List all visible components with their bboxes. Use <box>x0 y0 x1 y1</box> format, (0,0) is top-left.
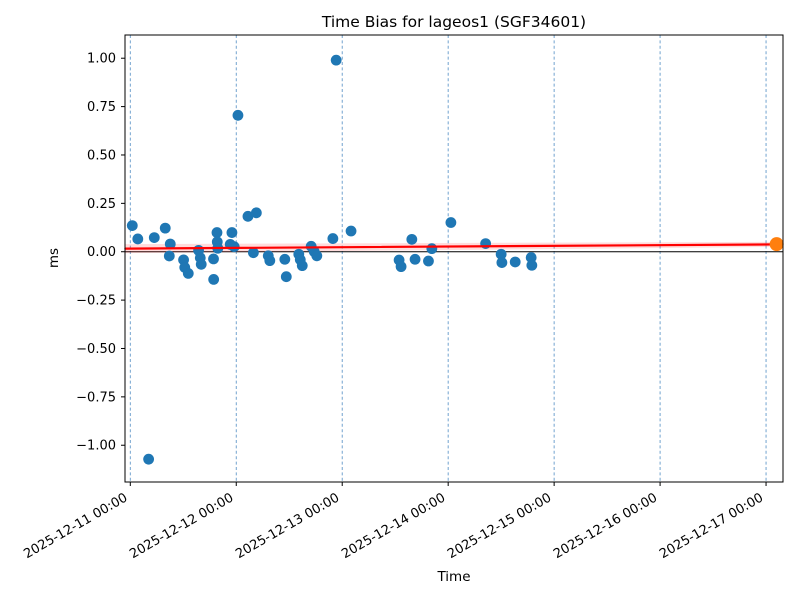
y-axis-ticks: 1.00 0.75 0.50 0.25 0.00 −0.25 −0.50 −0.75 −1.00 <box>76 52 125 454</box>
data-point <box>445 217 457 228</box>
data-point <box>409 253 421 265</box>
data-point <box>495 248 507 260</box>
fit-line-group <box>124 243 778 250</box>
predicted-point-group <box>769 237 784 252</box>
x-tick-label: 2025-12-17 00:00 <box>657 490 766 562</box>
y-tick-label: −1.00 <box>76 439 116 454</box>
x-tick-label: 2025-12-11 00:00 <box>21 490 130 562</box>
data-point <box>226 227 238 238</box>
data-point <box>423 255 434 267</box>
data-point <box>327 233 339 244</box>
data-point <box>279 253 291 265</box>
data-point <box>211 227 223 238</box>
x-axis-label: Time <box>436 569 470 585</box>
y-tick-label: 0.75 <box>87 100 116 115</box>
data-point <box>330 54 342 66</box>
x-tick-label: 2025-12-16 00:00 <box>551 490 660 562</box>
data-point <box>195 258 207 270</box>
x-tick-label: 2025-12-12 00:00 <box>127 490 236 562</box>
data-point <box>228 241 240 253</box>
data-point <box>250 207 262 219</box>
data-point <box>264 255 276 267</box>
data-point <box>208 273 220 285</box>
data-point <box>126 220 138 232</box>
data-point <box>232 109 244 121</box>
data-point <box>311 250 323 262</box>
data-point <box>242 210 254 222</box>
data-points-group <box>126 54 538 465</box>
y-tick-label: 1.00 <box>87 52 116 67</box>
y-tick-label: −0.25 <box>76 294 116 309</box>
data-point <box>248 247 259 259</box>
y-tick-label: −0.75 <box>76 390 116 405</box>
x-gridlines <box>129 35 767 482</box>
chart-title: Time Bias for lageos1 (SGF34601) <box>321 13 586 31</box>
data-point <box>496 257 508 268</box>
data-point <box>164 238 176 250</box>
data-point <box>208 253 219 265</box>
data-point <box>406 233 418 245</box>
plot-frame <box>124 34 784 483</box>
data-point <box>182 268 194 279</box>
data-point <box>509 256 521 268</box>
y-tick-label: −0.50 <box>76 342 116 357</box>
data-point <box>345 225 357 237</box>
data-point <box>159 222 171 234</box>
x-tick-label: 2025-12-13 00:00 <box>233 490 342 562</box>
x-tick-label: 2025-12-15 00:00 <box>445 490 554 562</box>
y-tick-label: 0.00 <box>87 245 116 260</box>
data-point <box>395 261 407 273</box>
x-tick-label: 2025-12-14 00:00 <box>339 490 448 562</box>
data-point <box>163 250 175 262</box>
data-point <box>526 259 538 271</box>
y-tick-label: 0.50 <box>87 148 116 163</box>
data-point <box>296 260 308 272</box>
y-tick-label: 0.25 <box>87 197 116 212</box>
y-axis-label: ms <box>46 248 62 268</box>
data-point <box>148 232 160 244</box>
data-point <box>132 233 144 245</box>
predicted-point <box>769 237 784 252</box>
data-point <box>525 252 537 263</box>
data-point <box>280 271 292 283</box>
data-point <box>426 243 438 255</box>
data-point <box>143 453 155 465</box>
fit-line <box>124 243 778 250</box>
